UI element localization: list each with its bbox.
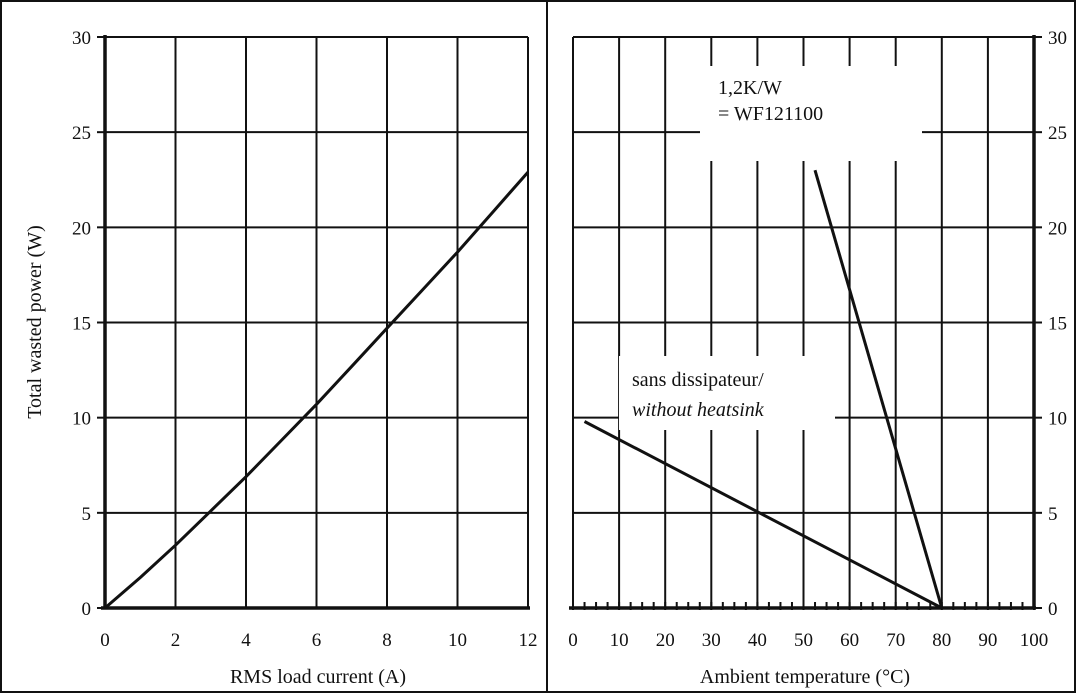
left-x-tick-label: 6 <box>312 630 322 651</box>
right-x-tick-label: 50 <box>794 630 813 651</box>
right-x-tick-label: 10 <box>610 630 629 651</box>
right-y-tick-label: 0 <box>1048 599 1058 620</box>
left-ticks: 0 5 10 15 20 25 30 0 2 4 6 8 10 12 <box>72 28 538 651</box>
left-y-tick-label: 10 <box>72 409 91 430</box>
left-x-tick-label: 12 <box>519 630 538 651</box>
right-chart: 0 5 10 15 20 25 30 0 10 20 30 40 50 60 70 80 90 100 1,2K/… <box>568 28 1067 688</box>
no-heatsink-annotation-line-2: without heatsink <box>632 399 765 421</box>
right-ticks: 0 5 10 15 20 25 30 0 10 20 30 40 50 60 70 80 90 100 <box>568 28 1067 651</box>
no-heatsink-annotation-line-1: sans dissipateur/ <box>632 369 764 391</box>
heatsink-annotation-background <box>700 66 922 161</box>
left-y-tick-label: 30 <box>72 28 91 49</box>
left-x-tick-label: 2 <box>171 630 181 651</box>
left-grid <box>105 36 529 608</box>
left-x-tick-label: 0 <box>100 630 110 651</box>
right-x-tick-label: 100 <box>1020 630 1049 651</box>
left-x-tick-label: 4 <box>241 630 251 651</box>
right-y-tick-label: 30 <box>1048 28 1067 49</box>
left-y-tick-label: 20 <box>72 218 91 239</box>
right-x-tick-label: 30 <box>702 630 721 651</box>
right-series <box>583 169 944 610</box>
left-y-tick-label: 25 <box>72 123 91 144</box>
no-heatsink-annotation-background <box>619 356 835 430</box>
right-x-tick-label: 0 <box>568 630 578 651</box>
right-x-tick-label: 20 <box>656 630 675 651</box>
right-x-tick-label: 90 <box>978 630 997 651</box>
left-y-axis-title: Total wasted power (W) <box>24 225 46 419</box>
left-series-line-1 <box>104 171 530 610</box>
right-series-line-1 <box>583 420 943 610</box>
left-chart: 0 5 10 15 20 25 30 0 2 4 6 8 10 12 RMS load current (… <box>24 28 538 688</box>
left-series <box>104 171 530 610</box>
heatsink-annotation-line-1: 1,2K/W <box>718 77 782 99</box>
left-x-axis-title: RMS load current (A) <box>230 666 406 688</box>
right-x-tick-label: 80 <box>932 630 951 651</box>
right-y-tick-label: 15 <box>1048 314 1067 335</box>
right-y-tick-label: 5 <box>1048 504 1058 525</box>
heatsink-annotation-line-2: = WF121100 <box>718 103 823 125</box>
right-y-tick-label: 25 <box>1048 123 1067 144</box>
right-x-tick-label: 70 <box>886 630 905 651</box>
left-y-tick-label: 0 <box>82 599 92 620</box>
right-x-tick-label: 40 <box>748 630 767 651</box>
right-series-line-2 <box>813 169 944 609</box>
left-x-tick-label: 10 <box>448 630 467 651</box>
left-x-tick-label: 8 <box>382 630 392 651</box>
left-y-tick-label: 15 <box>72 314 91 335</box>
right-x-axis-title: Ambient temperature (°C) <box>700 666 910 688</box>
right-y-tick-label: 10 <box>1048 409 1067 430</box>
right-x-tick-label: 60 <box>840 630 859 651</box>
right-y-tick-label: 20 <box>1048 218 1067 239</box>
left-y-tick-label: 5 <box>82 504 92 525</box>
